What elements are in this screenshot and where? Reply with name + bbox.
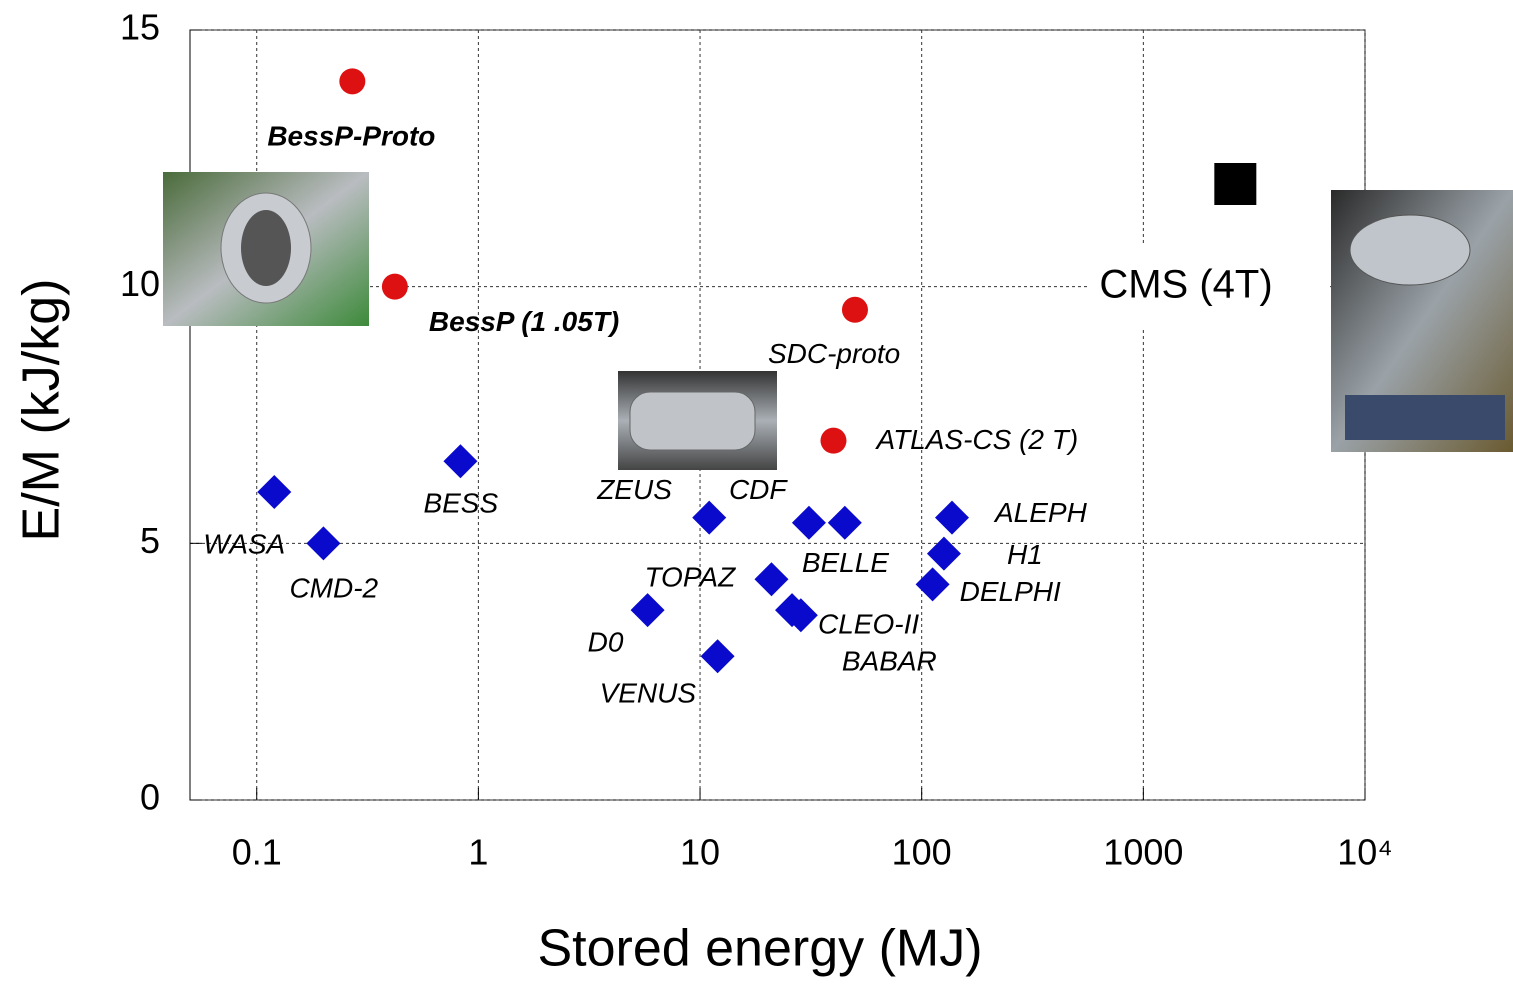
data-point xyxy=(381,273,408,300)
y-tick-label: 5 xyxy=(140,520,160,561)
point-label: SDC-proto xyxy=(768,338,900,369)
data-point xyxy=(915,567,950,602)
data-point xyxy=(754,562,789,597)
label-background xyxy=(1087,243,1328,327)
x-tick-label: 10 xyxy=(680,832,720,873)
y-tick-label: 10 xyxy=(120,263,160,304)
data-point xyxy=(791,505,826,540)
data-point xyxy=(339,68,366,95)
y-tick-label: 15 xyxy=(120,7,160,48)
point-label: BessP (1 .05T) xyxy=(429,306,619,337)
data-point xyxy=(827,505,862,540)
point-label: DELPHI xyxy=(960,576,1061,607)
point-label: VENUS xyxy=(600,678,697,709)
data-point xyxy=(630,593,665,628)
point-label: BELLE xyxy=(802,547,889,578)
point-label: ATLAS-CS (2 T) xyxy=(874,424,1078,455)
x-axis-label: Stored energy (MJ) xyxy=(537,920,982,978)
point-label: CMS (4T) xyxy=(1099,263,1272,307)
point-label: H1 xyxy=(1007,539,1043,570)
data-point xyxy=(443,444,478,479)
x-tick-label: 0.1 xyxy=(232,832,282,873)
data-point xyxy=(783,598,818,633)
y-tick-label: 0 xyxy=(140,777,160,818)
photo-detail xyxy=(629,391,756,451)
x-tick-label: 1 xyxy=(468,832,488,873)
photo-detail xyxy=(1345,395,1505,440)
x-tick-label: 100 xyxy=(892,832,952,873)
photo-detail xyxy=(241,210,291,286)
point-label: ZEUS xyxy=(596,474,672,505)
point-label: BABAR xyxy=(842,646,937,677)
data-point xyxy=(306,526,341,561)
data-point xyxy=(692,500,727,535)
point-label: ALEPH xyxy=(993,497,1088,528)
point-label: CLEO-II xyxy=(818,608,919,639)
photo-detail xyxy=(1349,214,1471,286)
point-label: CDF xyxy=(729,474,788,505)
point-label: BESS xyxy=(423,488,498,519)
data-point xyxy=(841,296,868,323)
y-axis-label: E/M (kJ/kg) xyxy=(13,279,71,542)
data-point xyxy=(700,639,735,674)
data-point xyxy=(926,536,961,571)
photos xyxy=(163,172,1513,470)
point-label: BessP-Proto xyxy=(267,121,435,152)
x-tick-label: 10⁴ xyxy=(1337,832,1393,873)
data-point xyxy=(1214,163,1257,205)
data-point xyxy=(257,475,292,509)
x-tick-label: 1000 xyxy=(1103,832,1183,873)
data-point xyxy=(934,500,969,535)
data-point xyxy=(820,427,847,454)
point-label: CMD-2 xyxy=(289,573,378,604)
point-label: WASA xyxy=(203,528,285,559)
point-label: TOPAZ xyxy=(644,562,736,593)
point-label: D0 xyxy=(588,626,624,657)
